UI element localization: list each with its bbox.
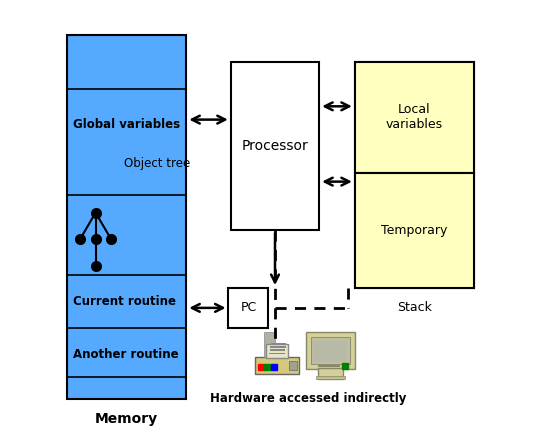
Text: Memory: Memory [95,412,158,426]
Bar [314,341,348,361]
Bar [311,338,350,364]
Text: Object tree: Object tree [124,157,191,171]
Bar [270,349,285,351]
Text: PC: PC [240,301,256,315]
Bar [355,62,474,288]
Bar [316,377,345,379]
Bar [270,353,285,354]
Text: Stack: Stack [397,301,432,314]
Bar [306,332,355,369]
Bar [289,361,297,370]
Bar [255,357,299,374]
Bar [318,368,343,379]
Text: Global variables: Global variables [74,117,180,131]
Bar [271,343,287,345]
Bar [230,62,320,230]
Text: Local
variables: Local variables [386,103,443,132]
Bar [271,346,286,348]
Bar [264,332,275,357]
Text: Processor: Processor [241,139,309,153]
Text: Hardware accessed indirectly: Hardware accessed indirectly [210,392,406,405]
Text: Another routine: Another routine [74,348,179,361]
Bar [67,35,186,399]
Bar [355,62,474,173]
Bar [228,288,268,328]
Bar [266,345,288,358]
Text: Temporary: Temporary [381,224,448,237]
Bar [355,173,474,288]
Text: Current routine: Current routine [74,295,177,308]
Bar [318,365,340,367]
